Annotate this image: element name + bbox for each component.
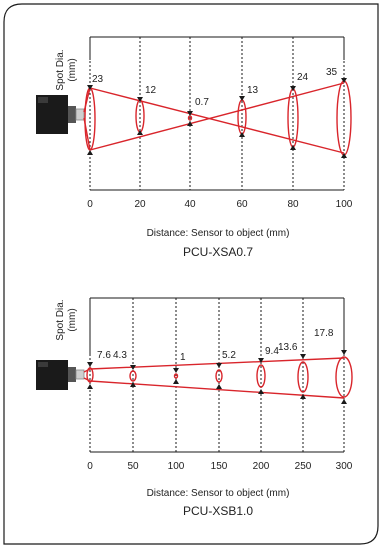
x-tick-250: 250 (295, 461, 312, 472)
arrow-heads (87, 78, 347, 158)
spot-label-300: 17.8 (314, 328, 334, 339)
sensor-icon (36, 95, 85, 134)
sensor-icon (36, 360, 85, 390)
spot-label-80: 24 (297, 72, 309, 83)
x-axis-label: Distance: Sensor to object (mm) (147, 228, 290, 239)
spot-ellipse-250 (297, 361, 309, 393)
x-tick-40: 40 (184, 199, 196, 210)
x-tick-100: 100 (168, 461, 185, 472)
x-tick-0: 0 (87, 199, 93, 210)
spot-labels: 23 12 0.7 13 24 35 (92, 67, 338, 108)
diagram-2: Spot Dia. (mm) (36, 297, 353, 518)
spot-label-100: 1 (180, 352, 186, 363)
spot-label-150: 5.2 (222, 350, 236, 361)
x-axis-label: Distance: Sensor to object (mm) (147, 488, 290, 499)
y-axis-label-line1: Spot Dia. (55, 299, 66, 340)
x-tick-300: 300 (336, 461, 353, 472)
x-tick-20: 20 (134, 199, 146, 210)
spot-ellipse-200 (256, 364, 266, 388)
spot-ellipse-150 (215, 369, 223, 383)
spot-label-60: 13 (247, 85, 259, 96)
spot-label-250: 13.6 (278, 342, 298, 353)
spot-ellipses (86, 356, 353, 398)
spot-labels: 7.6 4.3 1 5.2 9.4 13.6 17.8 (97, 328, 334, 363)
spot-label-40: 0.7 (195, 97, 209, 108)
x-tick-150: 150 (211, 461, 228, 472)
x-tick-labels: 0 50 100 150 200 250 300 (87, 461, 353, 472)
x-tick-100: 100 (336, 199, 353, 210)
spot-label-0: 23 (92, 74, 104, 85)
beam (83, 82, 345, 154)
x-tick-200: 200 (253, 461, 270, 472)
x-tick-labels: 0 20 40 60 80 100 (87, 199, 353, 210)
spot-label-20: 12 (145, 85, 157, 96)
diagram-1: Spot Dia. (mm) (36, 36, 353, 259)
arrow-heads (87, 350, 347, 404)
spot-label-50: 4.3 (113, 350, 127, 361)
spot-ellipse-50 (129, 370, 137, 382)
outer-frame (3, 3, 379, 545)
spot-label-100: 35 (326, 67, 338, 78)
spot-ellipse-0 (86, 367, 94, 383)
spot-label-0: 7.6 (97, 350, 111, 361)
x-tick-80: 80 (287, 199, 299, 210)
x-tick-60: 60 (236, 199, 248, 210)
model-name: PCU-XSB1.0 (183, 504, 253, 518)
spot-ellipse-100 (173, 373, 179, 379)
guide-lines (89, 37, 345, 190)
y-axis-label-line1: Spot Dia. (55, 49, 66, 90)
spot-label-200: 9.4 (265, 346, 279, 357)
y-axis-label-line2: (mm) (67, 58, 78, 81)
model-name: PCU-XSA0.7 (183, 245, 253, 259)
guide-lines (89, 298, 345, 452)
y-axis-label-line2: (mm) (67, 308, 78, 331)
spot-ellipse-20 (135, 99, 145, 133)
spot-ellipse-300 (335, 356, 353, 398)
x-tick-50: 50 (127, 461, 139, 472)
x-tick-0: 0 (87, 461, 93, 472)
